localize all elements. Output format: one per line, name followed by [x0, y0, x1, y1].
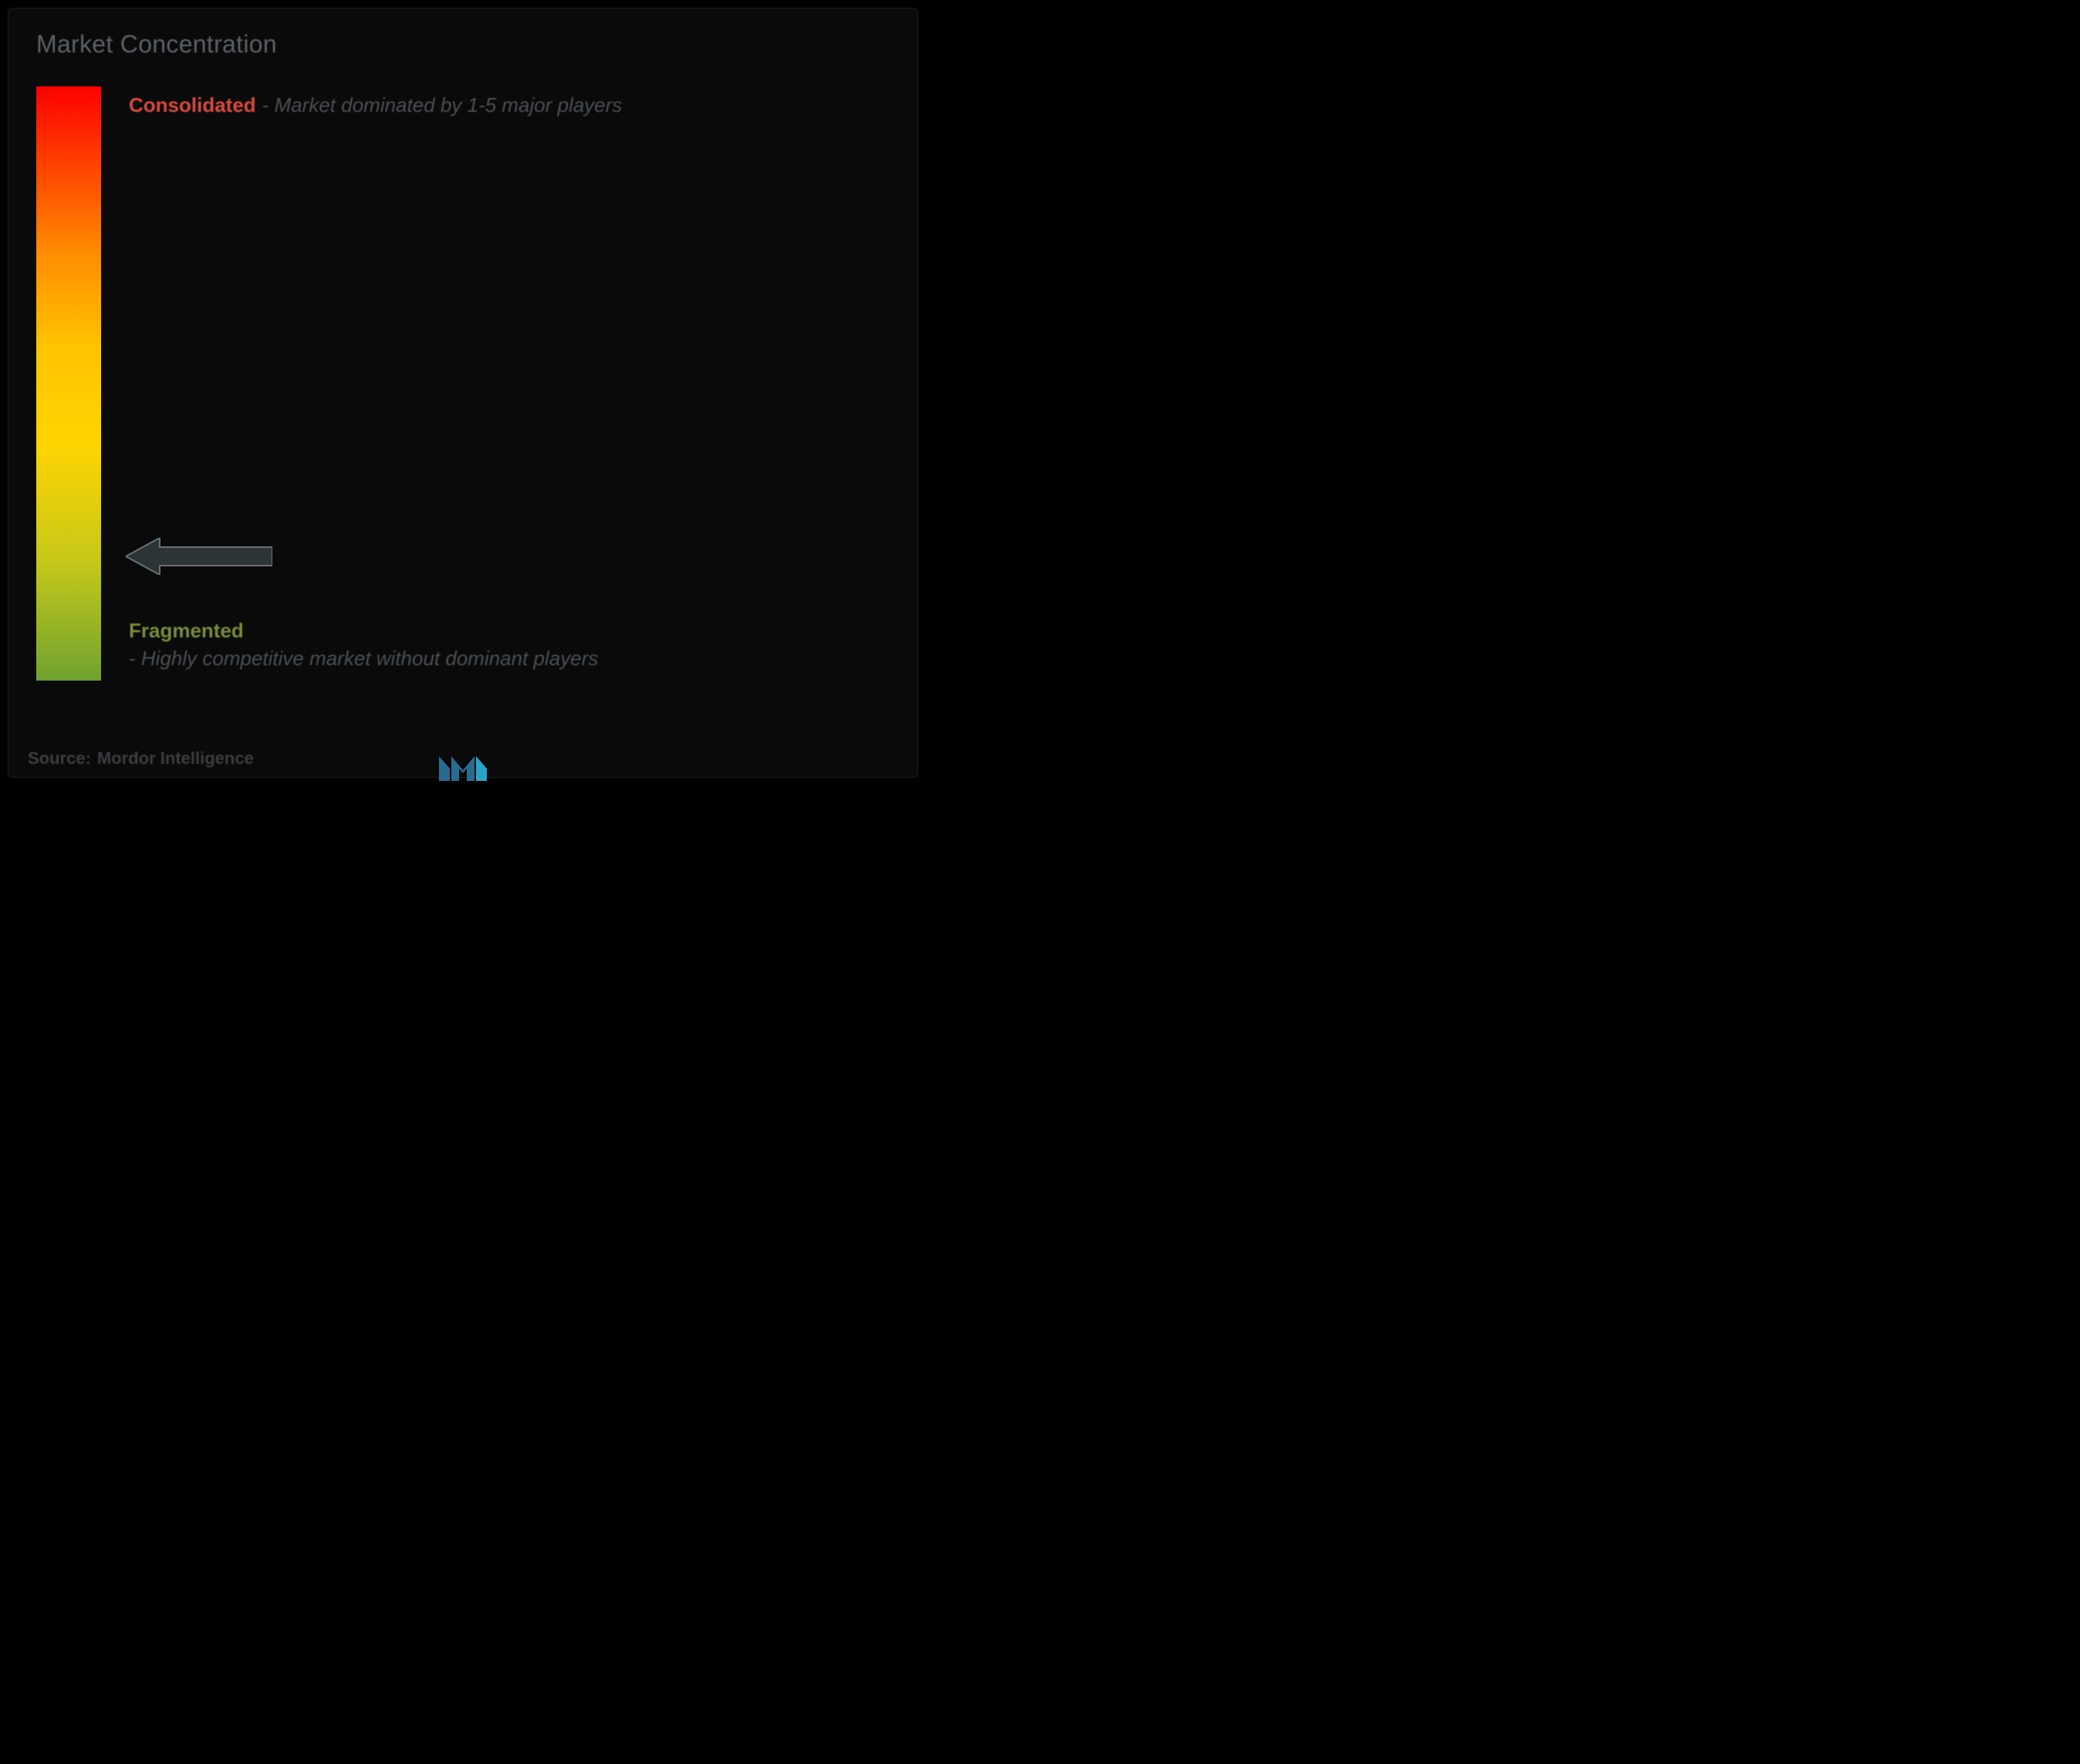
gradient-bar: [36, 86, 101, 681]
fragmented-label-row: Fragmented - Highly competitive market w…: [129, 619, 715, 674]
mordor-logo-icon: [436, 750, 490, 784]
consolidated-label-row: Consolidated - Market dominated by 1-5 m…: [129, 90, 622, 120]
source-label: Source:: [28, 749, 91, 769]
fragmented-desc: - Highly competitive market without domi…: [129, 643, 598, 674]
indicator-arrow-icon: [126, 538, 272, 575]
concentration-card: Market Concentration Consolidated - Mark…: [8, 8, 918, 778]
source-value: Mordor Intelligence: [97, 749, 254, 769]
chart-title: Market Concentration: [36, 30, 890, 59]
fragmented-key: Fragmented: [129, 619, 244, 643]
consolidated-desc: - Market dominated by 1-5 major players: [262, 90, 623, 120]
consolidated-key: Consolidated: [129, 93, 256, 117]
scale-area: Consolidated - Market dominated by 1-5 m…: [36, 86, 890, 681]
